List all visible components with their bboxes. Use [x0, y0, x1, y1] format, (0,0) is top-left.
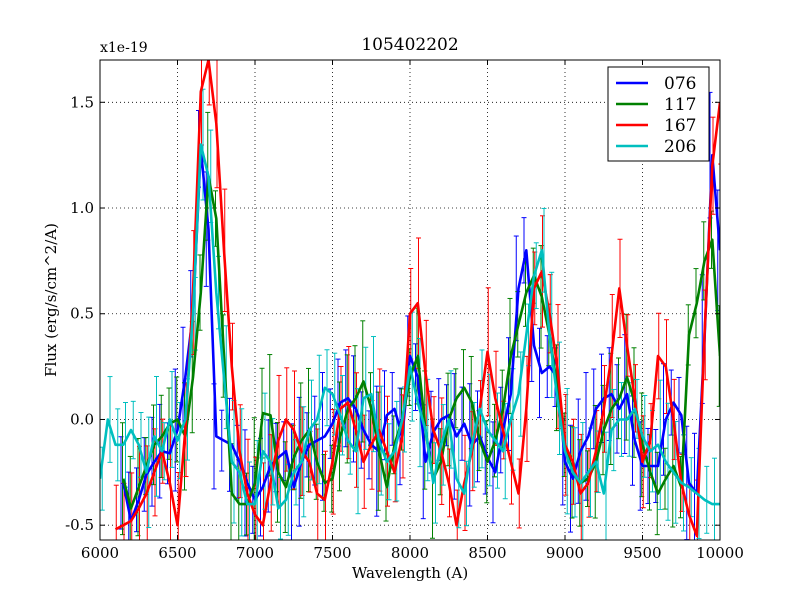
y-axis-label: Flux (erg/s/cm^2/A)	[42, 223, 60, 377]
x-tick-label: 6500	[158, 544, 196, 562]
legend-label-076: 076	[664, 74, 696, 94]
x-tick-label: 10000	[696, 544, 744, 562]
chart-title: 105402202	[361, 35, 458, 55]
x-tick-label: 6000	[81, 544, 119, 562]
legend-label-117: 117	[664, 95, 696, 115]
y-tick-label: 0.0	[70, 410, 94, 428]
x-tick-label: 8500	[468, 544, 506, 562]
series-line-206	[100, 143, 720, 510]
y-tick-label: 0.5	[70, 305, 94, 323]
x-tick-label: 8000	[391, 544, 429, 562]
series-line-117	[122, 175, 720, 510]
x-tick-label: 7500	[313, 544, 351, 562]
axis-ticks: 6000 6500 7000 7500 8000 8500 9000 9500 10000 -0.…	[65, 60, 744, 562]
legend-label-167: 167	[664, 116, 696, 136]
series-line-167	[114, 60, 720, 538]
series-lines	[100, 60, 720, 538]
y-tick-label: 1.0	[70, 199, 94, 217]
y-tick-label: 1.5	[70, 93, 94, 111]
x-tick-label: 9500	[623, 544, 661, 562]
x-tick-label: 9000	[546, 544, 584, 562]
y-multiplier-label: x1e-19	[100, 40, 148, 56]
x-axis-label: Wavelength (A)	[352, 564, 468, 582]
x-tick-label: 7000	[236, 544, 274, 562]
legend-label-206: 206	[664, 137, 696, 157]
y-tick-label: -0.5	[65, 516, 94, 534]
